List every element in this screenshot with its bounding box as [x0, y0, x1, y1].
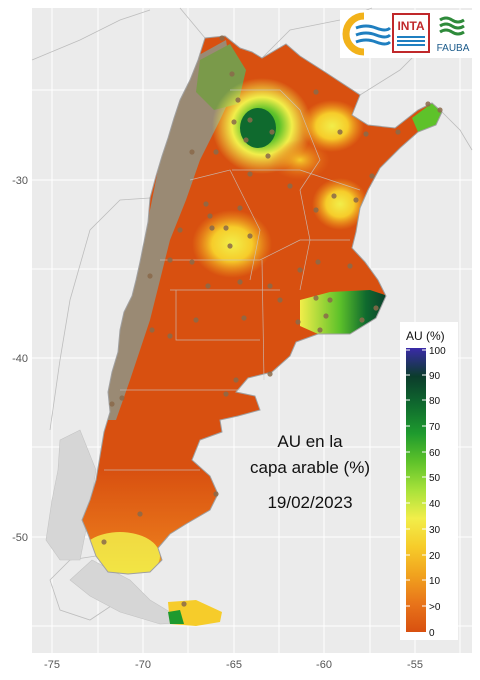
legend-ticks — [406, 349, 426, 607]
legend: AU (%) 100 90 80 70 60 50 40 30 20 10 >0… — [400, 322, 458, 640]
inta-logo-icon: INTA — [392, 13, 430, 53]
legend-label: 20 — [429, 551, 441, 562]
x-tick: -75 — [44, 659, 60, 671]
legend-label: 80 — [429, 396, 441, 407]
y-axis: -30 -40 -50 — [12, 175, 28, 544]
x-tick: -55 — [407, 659, 423, 671]
station-points — [101, 35, 443, 607]
x-tick: -65 — [226, 659, 242, 671]
legend-label: 50 — [429, 473, 441, 484]
water-logo-icon — [342, 12, 392, 56]
legend-label: 40 — [429, 499, 441, 510]
chile-land — [45, 429, 201, 625]
legend-label: 30 — [429, 525, 441, 536]
x-axis: -75 -70 -65 -60 -55 — [44, 659, 423, 671]
tierra-del-fuego-green — [168, 610, 184, 624]
legend-label: 60 — [429, 448, 441, 459]
map-date: 19/02/2023 — [267, 493, 352, 512]
map-title-line2: capa arable (%) — [250, 458, 370, 477]
map-title-line1: AU en la — [277, 432, 343, 451]
province-borders — [104, 89, 361, 471]
fauba-logo-text: FAUBA — [437, 43, 470, 54]
x-tick: -60 — [316, 659, 332, 671]
legend-label: 100 — [429, 346, 446, 357]
x-tick: -70 — [135, 659, 151, 671]
legend-label: 90 — [429, 371, 441, 382]
legend-colorbar — [406, 348, 426, 632]
y-tick: -40 — [12, 353, 28, 365]
y-tick: -50 — [12, 532, 28, 544]
logos: INTA FAUBA — [340, 10, 472, 58]
fauba-logo-icon: FAUBA — [437, 14, 470, 54]
legend-label: 0 — [429, 628, 435, 639]
legend-label: >0 — [429, 602, 441, 613]
inta-logo-text: INTA — [397, 19, 424, 33]
y-tick: -30 — [12, 175, 28, 187]
legend-label: 70 — [429, 422, 441, 433]
legend-title: AU (%) — [406, 329, 445, 343]
legend-label: 10 — [429, 576, 441, 587]
